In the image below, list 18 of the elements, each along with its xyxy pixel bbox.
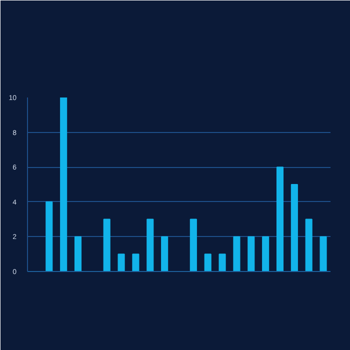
bar: [132, 254, 140, 272]
bar: [233, 236, 240, 272]
bar: [190, 218, 197, 272]
bar: [161, 236, 168, 272]
bar: [218, 254, 226, 272]
bar: [118, 254, 125, 272]
bar: [46, 201, 53, 272]
bar: [103, 218, 110, 272]
bar: [204, 254, 212, 272]
bar: [320, 236, 327, 272]
bar: [305, 218, 312, 272]
bar: [276, 166, 284, 272]
bar: [262, 236, 270, 272]
bar: [290, 184, 298, 272]
bar: [60, 98, 68, 272]
bar: [74, 236, 82, 272]
bar: [146, 218, 154, 272]
bar: [248, 236, 255, 272]
